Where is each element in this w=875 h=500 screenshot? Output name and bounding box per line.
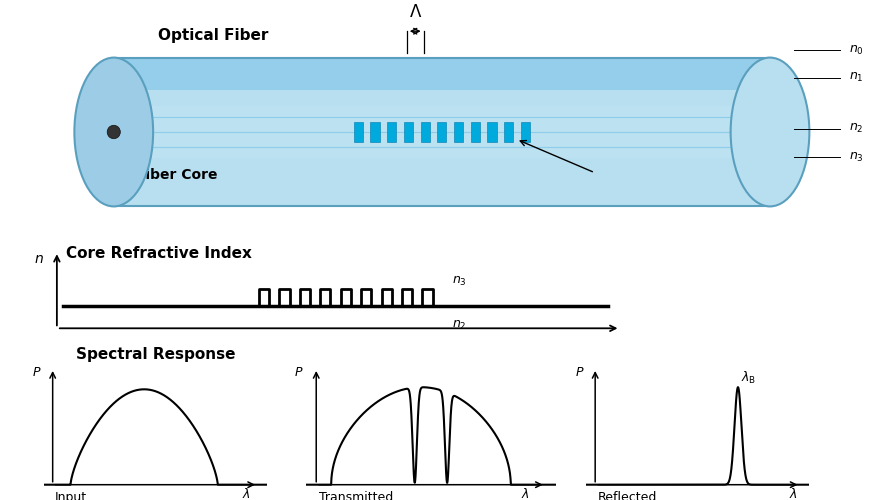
Text: Input: Input xyxy=(55,490,87,500)
Bar xyxy=(521,122,530,142)
Text: $\lambda_{\rm B}$: $\lambda_{\rm B}$ xyxy=(741,370,757,386)
Bar xyxy=(354,122,363,142)
Text: $n_0$: $n_0$ xyxy=(849,44,864,57)
Bar xyxy=(404,122,413,142)
Text: $n_2$: $n_2$ xyxy=(849,122,864,135)
Bar xyxy=(487,122,497,142)
Text: Spectral Response: Spectral Response xyxy=(76,346,235,362)
Bar xyxy=(114,58,770,206)
Bar xyxy=(114,188,770,206)
Bar xyxy=(421,122,430,142)
Text: $n_1$: $n_1$ xyxy=(849,71,864,85)
Text: $\lambda$: $\lambda$ xyxy=(242,488,251,500)
Text: $P$: $P$ xyxy=(294,366,304,379)
Text: $n$: $n$ xyxy=(33,252,44,266)
Text: Optical Fiber: Optical Fiber xyxy=(158,28,268,43)
Bar xyxy=(114,106,770,158)
Bar xyxy=(504,122,514,142)
Bar xyxy=(454,122,463,142)
Ellipse shape xyxy=(108,126,121,138)
Text: $P$: $P$ xyxy=(32,366,41,379)
Text: $P$: $P$ xyxy=(575,366,584,379)
Bar xyxy=(387,122,396,142)
Text: $n_3$: $n_3$ xyxy=(452,274,466,287)
Text: Transmitted: Transmitted xyxy=(318,490,393,500)
Bar xyxy=(114,58,770,90)
Bar xyxy=(471,122,480,142)
Text: $n_3$: $n_3$ xyxy=(849,150,864,164)
Text: $\lambda$: $\lambda$ xyxy=(789,488,798,500)
Text: Reflected: Reflected xyxy=(598,490,657,500)
Text: Fiber Core: Fiber Core xyxy=(136,168,217,182)
Text: $\Lambda$: $\Lambda$ xyxy=(409,2,422,21)
Ellipse shape xyxy=(74,58,153,206)
Bar xyxy=(370,122,380,142)
Bar xyxy=(438,122,446,142)
Ellipse shape xyxy=(731,58,809,206)
Text: $n_2$: $n_2$ xyxy=(452,318,466,332)
Text: $\lambda$: $\lambda$ xyxy=(521,488,529,500)
Text: Core Refractive Index: Core Refractive Index xyxy=(66,246,252,261)
